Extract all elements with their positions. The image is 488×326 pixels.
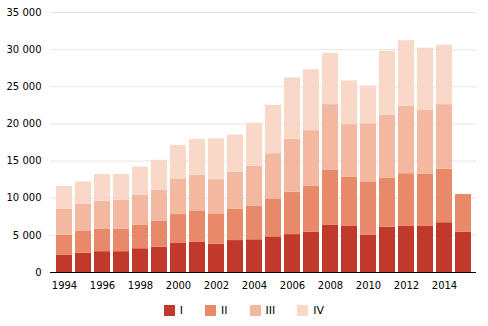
svg-text:2000: 2000 (166, 280, 191, 291)
svg-text:2006: 2006 (280, 280, 305, 291)
svg-text:25 000: 25 000 (7, 81, 42, 92)
html-text:III: III (265, 303, 276, 317)
html-text:IV: IV (313, 303, 325, 317)
svg-text:2008: 2008 (318, 280, 343, 291)
svg-text:2012: 2012 (394, 280, 419, 291)
svg-text:10 000: 10 000 (7, 192, 42, 203)
svg-text:30 000: 30 000 (7, 44, 42, 55)
html-text:II: II (221, 303, 228, 317)
svg-text:2004: 2004 (242, 280, 267, 291)
svg-text:2010: 2010 (356, 280, 381, 291)
svg-text:0: 0 (35, 267, 41, 278)
svg-text:5 000: 5 000 (13, 230, 42, 241)
svg-text:1998: 1998 (128, 280, 153, 291)
svg-text:15 000: 15 000 (7, 155, 42, 166)
svg-text:20 000: 20 000 (7, 118, 42, 129)
html-text:I: I (179, 303, 184, 317)
svg-text:2002: 2002 (204, 280, 229, 291)
svg-text:2014: 2014 (432, 280, 457, 291)
svg-text:35 000: 35 000 (7, 7, 42, 18)
svg-text:1996: 1996 (90, 280, 115, 291)
svg-text:1994: 1994 (52, 280, 77, 291)
